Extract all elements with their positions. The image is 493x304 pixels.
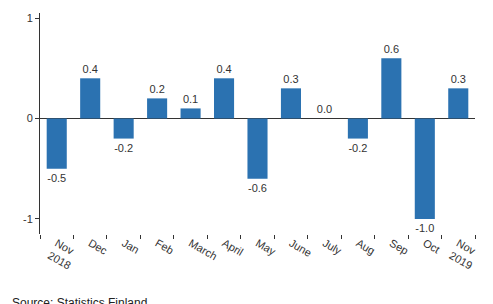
svg-text:1: 1	[27, 12, 33, 24]
svg-text:Jan: Jan	[120, 237, 141, 256]
svg-text:-0.6: -0.6	[248, 182, 267, 194]
svg-text:-0.2: -0.2	[348, 142, 367, 154]
svg-text:0.0: 0.0	[317, 103, 332, 115]
svg-text:Feb: Feb	[153, 237, 175, 257]
svg-text:June: June	[287, 237, 314, 259]
svg-text:0.3: 0.3	[451, 73, 466, 85]
svg-text:March: March	[187, 237, 219, 263]
svg-text:0.4: 0.4	[216, 63, 231, 75]
svg-text:0.6: 0.6	[384, 43, 399, 55]
svg-text:-0.5: -0.5	[47, 172, 66, 184]
svg-text:0: 0	[27, 112, 33, 124]
svg-text:0.3: 0.3	[283, 73, 298, 85]
svg-text:July: July	[321, 237, 344, 257]
svg-text:-1.0: -1.0	[415, 222, 434, 234]
svg-text:0.1: 0.1	[183, 93, 198, 105]
svg-text:0.2: 0.2	[149, 83, 164, 95]
svg-text:-0.2: -0.2	[114, 142, 133, 154]
svg-text:April: April	[220, 237, 245, 258]
svg-text:-1: -1	[23, 213, 33, 225]
svg-text:Sep: Sep	[388, 237, 411, 257]
svg-text:Oct: Oct	[421, 237, 442, 256]
svg-text:Source: Statistics Finland: Source: Statistics Finland	[12, 296, 147, 304]
svg-text:Nov2019: Nov2019	[447, 237, 481, 272]
svg-text:0.4: 0.4	[83, 63, 98, 75]
svg-text:May: May	[254, 237, 278, 258]
svg-text:Nov2018: Nov2018	[46, 237, 80, 272]
svg-text:Dec: Dec	[86, 237, 109, 257]
svg-text:Aug: Aug	[354, 237, 377, 257]
